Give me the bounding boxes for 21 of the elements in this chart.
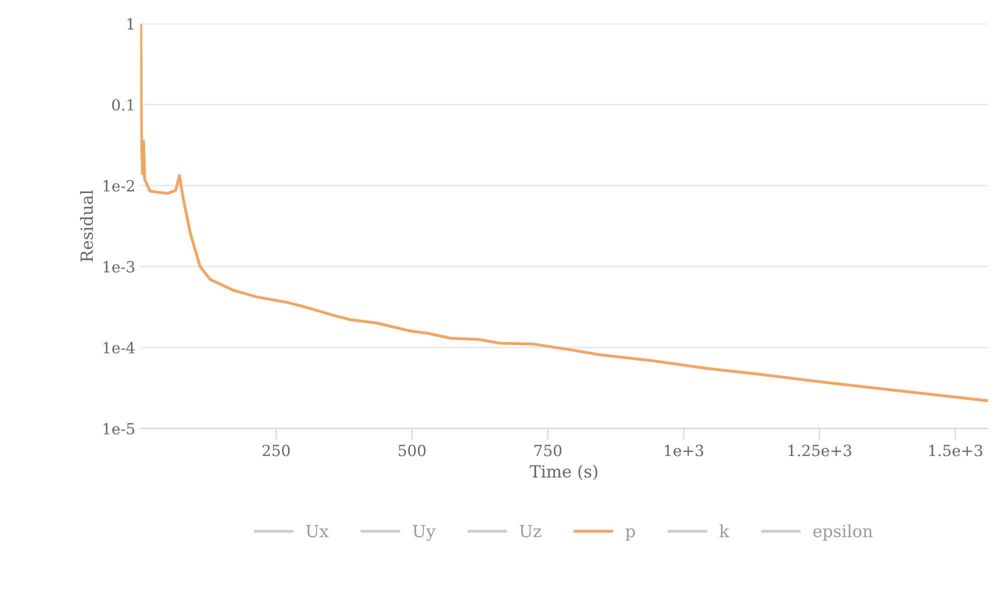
y-tick-label: 1e-4 bbox=[104, 342, 135, 354]
x-tick-label: 750 bbox=[534, 444, 562, 456]
line-series bbox=[140, 24, 988, 402]
x-tick-label: 1e+3 bbox=[664, 444, 704, 456]
legend-label: p bbox=[626, 528, 635, 541]
x-tick-label: 250 bbox=[262, 444, 290, 456]
legend-label: Uz bbox=[520, 524, 542, 538]
legend-label: k bbox=[720, 524, 730, 538]
legend-label: Ux bbox=[306, 524, 329, 538]
y-tick-label: 1 bbox=[128, 18, 134, 30]
legend-label: epsilon bbox=[813, 524, 873, 541]
y-axis-title: Residual bbox=[80, 190, 93, 262]
x-tick-label: 1.5e+3 bbox=[929, 444, 982, 456]
x-axis-title: Time (s) bbox=[530, 464, 598, 480]
y-tick-label: 1e-5 bbox=[104, 422, 134, 434]
y-tick-label: 1e-2 bbox=[104, 180, 134, 192]
legend-label: Uy bbox=[412, 524, 436, 541]
y-tick-label: 0.1 bbox=[112, 99, 134, 111]
y-tick-label: 1e-3 bbox=[104, 261, 134, 273]
x-tick-label: 1.25e+3 bbox=[788, 444, 852, 456]
x-tick-label: 500 bbox=[398, 444, 426, 456]
